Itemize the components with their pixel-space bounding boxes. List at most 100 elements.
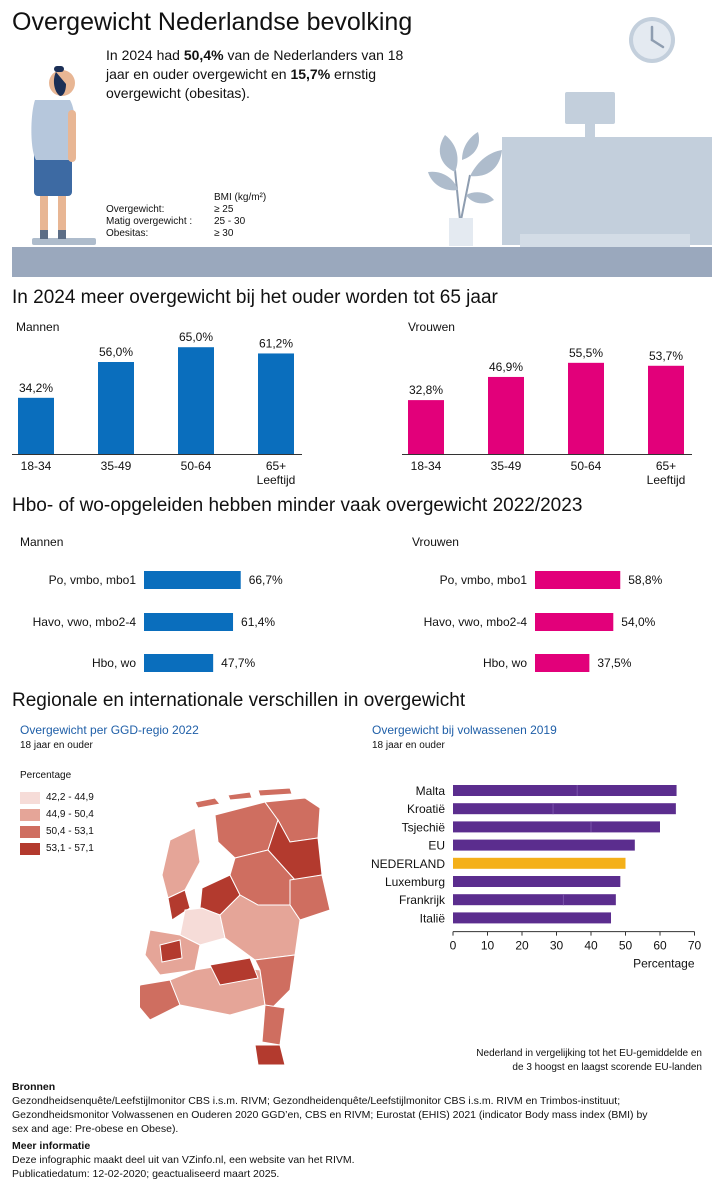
- section-edu-title: Hbo- of wo-opgeleiden hebben minder vaak…: [12, 495, 583, 516]
- tick-label: 10: [481, 939, 495, 953]
- bar: [408, 400, 444, 454]
- data-label: 53,7%: [649, 349, 683, 363]
- legend-item: 44,9 - 50,4: [20, 806, 94, 823]
- plant-icon: [428, 132, 502, 246]
- category-label: EU: [428, 839, 445, 853]
- legend-item: 53,1 - 57,1: [20, 840, 94, 857]
- data-label: 61,4%: [241, 615, 275, 629]
- map-subtitle: 18 jaar en ouder: [20, 740, 93, 751]
- bmi-header: BMI (kg/m²): [214, 192, 267, 203]
- more-info-line: Deze infographic maakt deel uit van VZin…: [12, 1154, 355, 1166]
- eu-chart: Malta Kroatië Tsjechië EU NEDERLAND Luxemburg…: [371, 784, 702, 970]
- eu-subtitle: 18 jaar en ouder: [372, 740, 445, 751]
- overweight-pct: 50,4%: [183, 47, 224, 63]
- tick-label: 20: [515, 939, 529, 953]
- bar: [258, 353, 294, 454]
- tick-label: 50-64: [181, 459, 212, 473]
- bmi-value-1: ≥ 25: [214, 204, 234, 215]
- section-region-title: Regionale en internationale verschillen …: [12, 690, 466, 711]
- bar: [535, 571, 621, 589]
- category-label: Po, vmbo, mbo1: [49, 573, 137, 587]
- sources-line: Gezondheidsmonitor Volwassenen en Oudere…: [12, 1109, 648, 1121]
- intro-text: In 2024 had 50,4% van de Nederlanders va…: [106, 47, 404, 101]
- map-region: [289, 874, 331, 921]
- data-label: 56,0%: [99, 345, 133, 359]
- map-region: [219, 894, 301, 961]
- category-label: Havo, vwo, mbo2-4: [33, 615, 137, 629]
- obese-pct: 15,7%: [290, 66, 331, 82]
- data-label: 55,5%: [569, 346, 603, 360]
- category-label: Frankrijk: [399, 893, 446, 907]
- data-label: 34,2%: [19, 381, 53, 395]
- axis-label: Leeftijd: [257, 473, 296, 487]
- age-men-chart: 34,2% 18-34 56,0% 35-49 65,0% 50-64 61,2% 65+Le…: [12, 330, 302, 487]
- bar: [178, 347, 214, 454]
- bar: [144, 571, 241, 589]
- map-region: [227, 791, 253, 801]
- legend-label: 44,9 - 50,4: [46, 809, 94, 820]
- bmi-label-3: Obesitas:: [106, 228, 149, 239]
- tick-label: 40: [584, 939, 598, 953]
- sources: Bronnen Gezondheidsenquête/Leefstijlmoni…: [12, 1080, 714, 1181]
- bmi-value-3: ≥ 30: [214, 228, 234, 239]
- tick-label: 35-49: [101, 459, 132, 473]
- sources-line: sex and age: Pre-obese en Obese).: [12, 1123, 179, 1135]
- data-label: 47,7%: [221, 656, 255, 670]
- category-label: Po, vmbo, mbo1: [440, 573, 528, 587]
- tick-label: 50: [619, 939, 633, 953]
- legend-swatch: [20, 825, 40, 838]
- page-title: Overgewicht Nederlandse bevolking: [12, 8, 413, 36]
- legend-item: 50,4 - 53,1: [20, 823, 94, 840]
- edu-men-label: Mannen: [20, 535, 64, 549]
- category-label: Kroatië: [407, 802, 445, 816]
- data-label: 65,0%: [179, 330, 213, 344]
- category-label: NEDERLAND: [371, 857, 445, 871]
- edu-women-chart: Po, vmbo, mbo1 58,8% Havo, vwo, mbo2-4 54,0…: [424, 571, 663, 672]
- axis-label: Percentage: [633, 957, 695, 970]
- legend-label: 42,2 - 44,9: [46, 792, 94, 803]
- bar: [98, 362, 134, 454]
- data-label: 46,9%: [489, 360, 523, 374]
- more-info-line: Publicatiedatum: 12-02-2020; geactualise…: [12, 1168, 280, 1180]
- data-label: 61,2%: [259, 336, 293, 350]
- tick-label: 65+: [656, 459, 676, 473]
- map-legend-title: Percentage: [20, 770, 72, 781]
- section-age-title: In 2024 meer overgewicht bij het ouder w…: [12, 287, 498, 308]
- legend-swatch: [20, 808, 40, 821]
- data-label: 54,0%: [621, 615, 655, 629]
- bar: [488, 376, 524, 454]
- map-title: Overgewicht per GGD-regio 2022: [20, 723, 199, 737]
- map-region: [261, 1004, 286, 1046]
- category-label: Tsjechië: [402, 820, 446, 834]
- edu-men-chart: Po, vmbo, mbo1 66,7% Havo, vwo, mbo2-4 61,4…: [33, 571, 283, 672]
- age-women-chart: 32,8% 18-34 46,9% 35-49 55,5% 50-64 53,7% 65+Le…: [402, 346, 692, 487]
- data-label: 58,8%: [628, 573, 662, 587]
- legend-swatch: [20, 791, 40, 804]
- age-women-label: Vrouwen: [408, 320, 455, 334]
- bar: [453, 894, 616, 906]
- bar: [453, 839, 635, 851]
- tick-label: 35-49: [491, 459, 522, 473]
- sources-line: Gezondheidsenquête/Leefstijlmonitor CBS …: [12, 1095, 621, 1107]
- tick-label: 50-64: [571, 459, 602, 473]
- legend-swatch: [20, 842, 40, 855]
- category-label: Hbo, wo: [483, 656, 527, 670]
- bmi-value-2: 25 - 30: [214, 216, 246, 227]
- category-label: Hbo, wo: [92, 656, 136, 670]
- more-info-heading: Meer informatie: [12, 1140, 91, 1152]
- tick-label: 18-34: [21, 459, 52, 473]
- bar: [18, 397, 54, 454]
- illustration: [12, 17, 712, 277]
- tick-label: 65+: [266, 459, 286, 473]
- bar: [144, 613, 234, 631]
- edu-women-label: Vrouwen: [412, 535, 459, 549]
- tick-label: 70: [688, 939, 702, 953]
- category-label: Malta: [416, 784, 446, 798]
- map-region: [159, 939, 183, 963]
- bar: [144, 654, 214, 672]
- axis-label: Leeftijd: [647, 473, 686, 487]
- tick-label: 60: [653, 939, 667, 953]
- eu-note-1: Nederland in vergelijking tot het EU-gem…: [476, 1048, 702, 1059]
- category-label: Havo, vwo, mbo2-4: [424, 615, 528, 629]
- data-label: 32,8%: [409, 383, 443, 397]
